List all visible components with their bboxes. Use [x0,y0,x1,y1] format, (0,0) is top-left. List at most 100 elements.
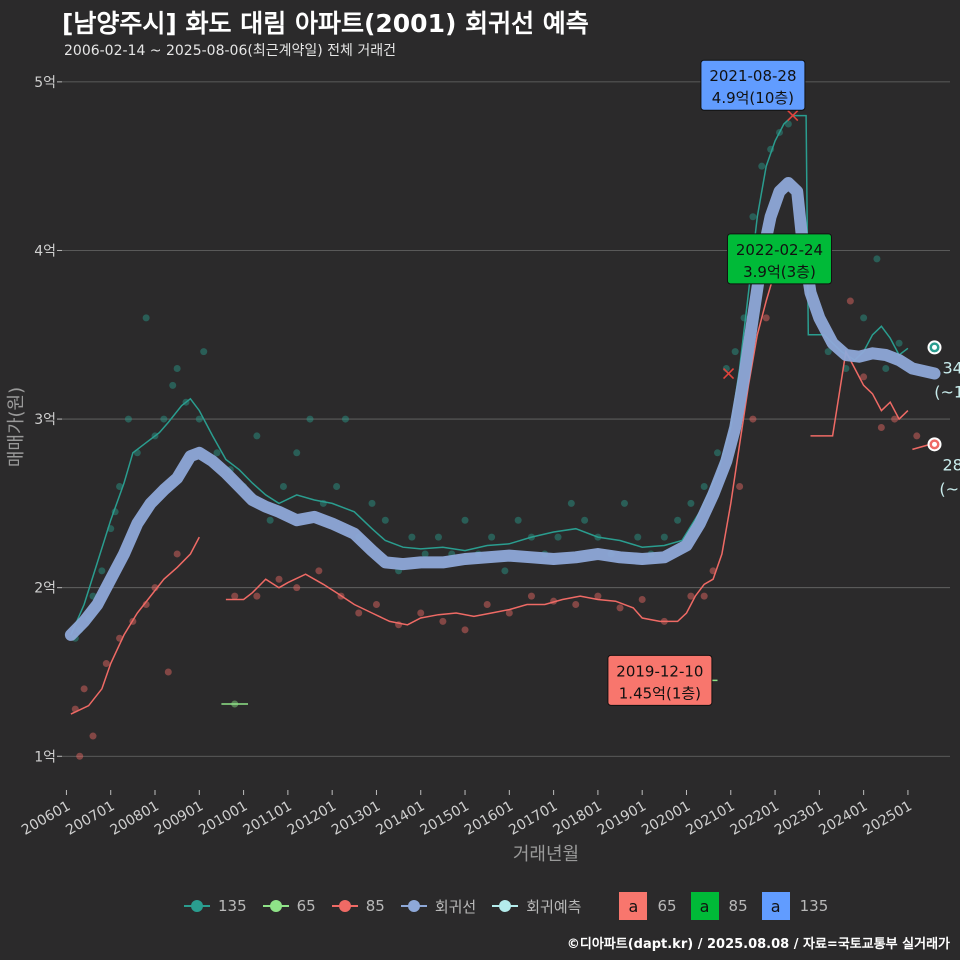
legend-box-item-65: a 65 [619,892,677,920]
data-point-85 [877,424,885,431]
forecast-area-label: (~85㎡) [939,479,960,498]
data-point-135 [116,483,124,491]
data-point-135 [895,339,903,347]
annotation-box-bg [726,233,832,285]
annotation-price: 4.9억(10층) [712,89,794,107]
data-point-85 [164,668,172,676]
data-point-135 [567,499,575,507]
data-point-135 [200,348,208,356]
y-tick-label: 5억 [34,75,56,91]
data-point-85 [638,595,646,603]
legend-label: 회귀선 [434,897,477,916]
data-point-135 [213,449,221,457]
data-point-135 [731,348,739,356]
annotation-date: 2022-02-24 [736,241,823,259]
x-tick-label: 201401 [373,798,427,839]
data-point-85 [102,660,110,668]
x-tick-label: 202101 [683,798,737,839]
data-point-85 [253,592,261,600]
data-point-135 [253,432,261,440]
legend-label: 135 [218,897,247,915]
data-point-135 [514,516,522,524]
forecast-point-center [931,441,937,447]
annotation-box: 2019-12-10 1.45억(1층) [607,654,713,706]
data-point-85 [594,592,602,600]
legend-label: 65 [657,897,677,915]
x-tick-label: 201301 [329,798,383,839]
annotation-box-bg [700,59,806,111]
legend-symbol [400,900,427,912]
data-point-85 [439,617,447,625]
annotation-box-bg [607,654,713,706]
data-point-135 [860,314,868,322]
legend-label: 회귀예측 [526,897,582,916]
data-point-135 [873,255,881,263]
data-point-85 [860,373,868,381]
data-point-135 [341,415,349,423]
data-point-85 [483,601,491,609]
data-point-85 [505,609,513,617]
data-point-135 [824,348,832,356]
data-point-135 [333,483,341,491]
data-point-85 [891,415,899,423]
data-point-85 [572,601,580,609]
data-point-85 [372,601,380,609]
data-point-85 [749,415,757,423]
x-tick-label: 201901 [595,798,649,839]
data-point-85 [687,592,695,600]
data-point-135 [434,533,442,541]
data-point-135 [634,533,642,541]
series-line-85 [225,266,798,626]
series-line-85 [810,349,909,437]
data-point-85 [355,609,363,617]
x-tick-label: 201701 [506,798,560,839]
x-tick-label: 202301 [772,798,826,839]
data-point-85 [315,567,323,575]
data-point-135 [882,364,890,372]
series-line-85 [912,443,931,451]
data-point-135 [554,533,562,541]
data-point-135 [306,415,314,423]
data-point-135 [173,364,181,372]
annotation-date: 2019-12-10 [616,662,703,680]
x-tick-label: 200701 [63,798,117,839]
data-point-135 [461,516,469,524]
data-point-85 [762,314,770,322]
y-axis-title: 매매가(원) [6,387,27,467]
y-tick-label: 4억 [34,243,56,259]
series-line-85 [70,536,200,715]
x-tick-label: 202501 [861,798,915,839]
forecast-area-label: (~135㎡) [934,382,960,401]
data-point-135 [142,314,150,322]
legend-box-item-135: a 135 [761,892,829,920]
data-point-135 [674,516,682,524]
chart-title: [남양주시] 화도 대림 아파트(2001) 회귀선 예측 [62,9,589,38]
legend-label: 135 [799,897,829,915]
data-point-85 [461,626,469,634]
legend-symbol [184,900,210,912]
legend-item-회귀예측: 회귀예측 [490,894,581,918]
data-point-85 [80,685,88,693]
x-tick-label: 202201 [728,798,782,839]
data-point-85 [231,592,239,600]
data-point-135 [124,415,132,423]
data-point-135 [620,499,628,507]
peak-marker [722,367,735,380]
x-tick-label: 200901 [152,798,206,839]
x-axis-title: 거래년월 [513,844,579,865]
x-tick-label: 200601 [19,798,73,839]
legend-box: a [690,892,719,920]
data-point-85 [527,592,535,600]
legend-box: a [619,892,648,920]
data-point-135 [758,162,766,170]
legend-box-item-85: a 85 [690,892,748,920]
data-point-85 [89,732,97,740]
forecast-value-label: 34,250 [943,358,960,377]
data-point-135 [700,483,708,491]
forecast-value-label: 28,500 [943,455,960,474]
y-tick-label: 3억 [34,412,56,428]
data-point-135 [581,516,589,524]
data-point-85 [700,592,708,600]
x-tick-label: 202001 [639,798,693,839]
x-tick-label: 200801 [108,798,162,839]
